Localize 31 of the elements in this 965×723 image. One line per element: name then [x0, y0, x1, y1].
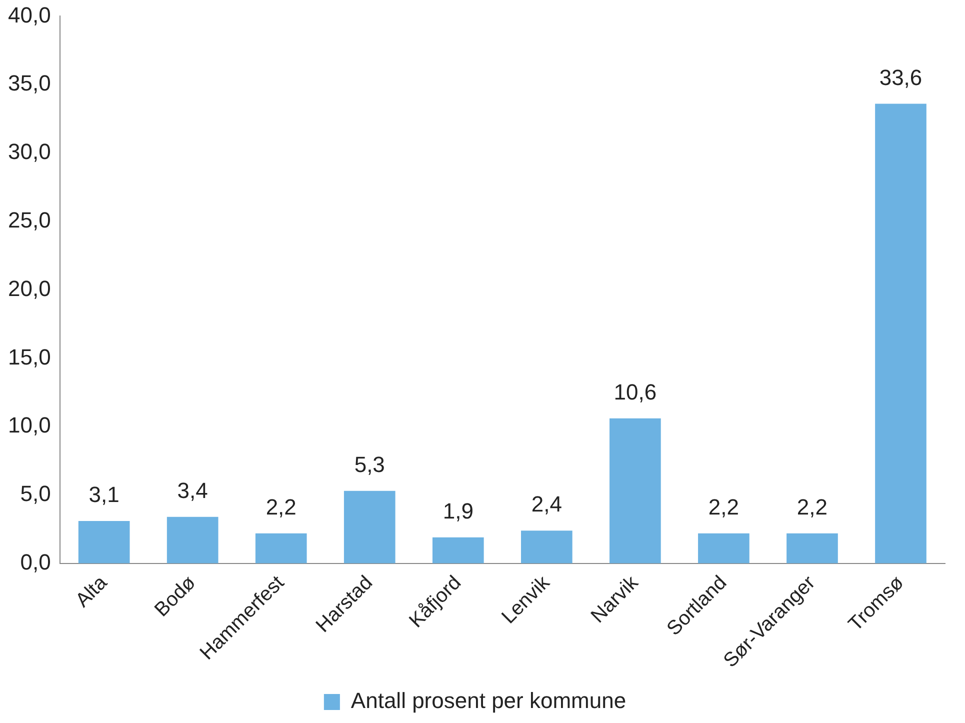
data-label: 2,2 — [708, 494, 739, 520]
bar — [432, 537, 484, 564]
data-label: 3,1 — [88, 482, 120, 508]
data-label: 10,6 — [614, 379, 657, 404]
data-label: 5,3 — [354, 452, 385, 477]
data-label: 3,4 — [177, 478, 208, 503]
bar — [610, 418, 661, 564]
y-tick-label: 20,0 — [8, 276, 51, 301]
bar — [166, 516, 218, 564]
y-tick-label: 30,0 — [8, 139, 51, 164]
y-tick-label: 15,0 — [8, 344, 51, 370]
data-label: 2,2 — [796, 494, 828, 520]
bar — [255, 533, 307, 564]
y-tick-label: 0,0 — [20, 549, 51, 574]
y-tick-label: 40,0 — [8, 2, 51, 28]
bar — [78, 521, 130, 564]
y-tick-label: 35,0 — [8, 70, 51, 96]
legend-label: Antall prosent per kommune — [350, 688, 626, 714]
bar — [521, 530, 572, 564]
data-label: 1,9 — [442, 498, 474, 524]
y-tick-label: 5,0 — [20, 481, 51, 506]
data-label: 33,6 — [879, 64, 922, 90]
bar — [786, 533, 838, 564]
bar — [698, 533, 750, 564]
data-label: 2,2 — [266, 494, 296, 520]
y-tick-label: 25,0 — [8, 207, 51, 232]
y-tick-label: 10,0 — [8, 412, 51, 438]
x-tick-label: Alta — [72, 571, 112, 612]
bar — [344, 490, 396, 564]
data-label: 2,4 — [531, 492, 562, 517]
bar — [875, 104, 926, 564]
